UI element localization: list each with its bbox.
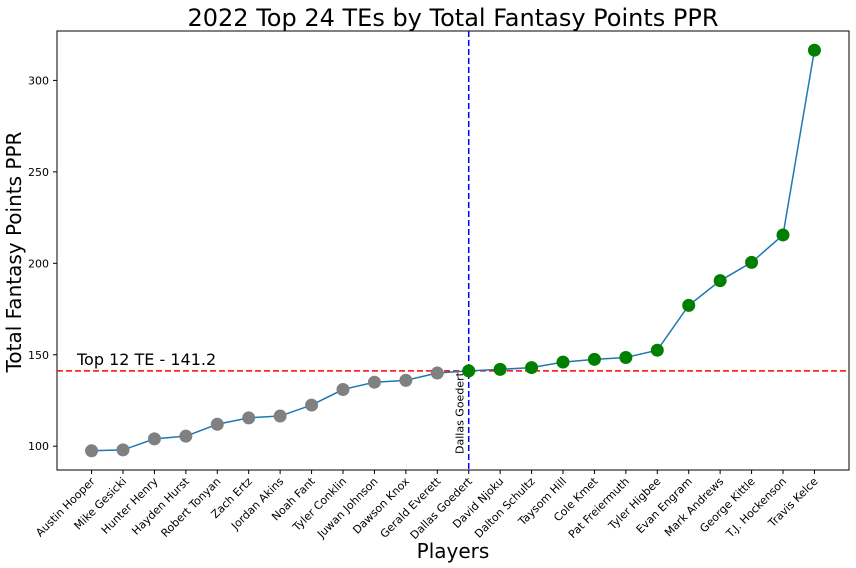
data-point <box>85 444 99 458</box>
data-point <box>210 417 224 431</box>
vline-label: Dallas Goedert <box>454 371 467 454</box>
y-tick-label: 200 <box>28 257 49 270</box>
data-point <box>807 43 821 57</box>
data-point <box>116 443 130 457</box>
data-point <box>336 383 350 397</box>
y-tick-label: 150 <box>28 349 49 362</box>
data-point <box>587 352 601 366</box>
data-point <box>682 298 696 312</box>
data-point <box>147 432 161 446</box>
data-point <box>713 274 727 288</box>
y-tick-label: 250 <box>28 166 49 179</box>
data-point <box>179 429 193 443</box>
data-point <box>462 364 476 378</box>
y-axis-label: Total Fantasy Points PPR <box>2 131 26 373</box>
hline-label: Top 12 TE - 141.2 <box>76 350 216 369</box>
data-point <box>305 398 319 412</box>
x-axis-label: Players <box>417 539 490 563</box>
plot-frame <box>56 30 850 471</box>
data-point <box>650 343 664 357</box>
chart-title: 2022 Top 24 TEs by Total Fantasy Points … <box>187 4 718 32</box>
data-point <box>745 255 759 269</box>
data-point <box>776 228 790 242</box>
y-tick-label: 300 <box>28 74 49 87</box>
data-point <box>430 366 444 380</box>
data-point <box>493 362 507 376</box>
y-tick-label: 100 <box>28 440 49 453</box>
data-point <box>242 411 256 425</box>
data-point <box>399 373 413 387</box>
data-point <box>556 355 570 369</box>
data-point <box>367 375 381 389</box>
data-point <box>525 361 539 375</box>
data-point <box>273 409 287 423</box>
data-point <box>619 351 633 365</box>
